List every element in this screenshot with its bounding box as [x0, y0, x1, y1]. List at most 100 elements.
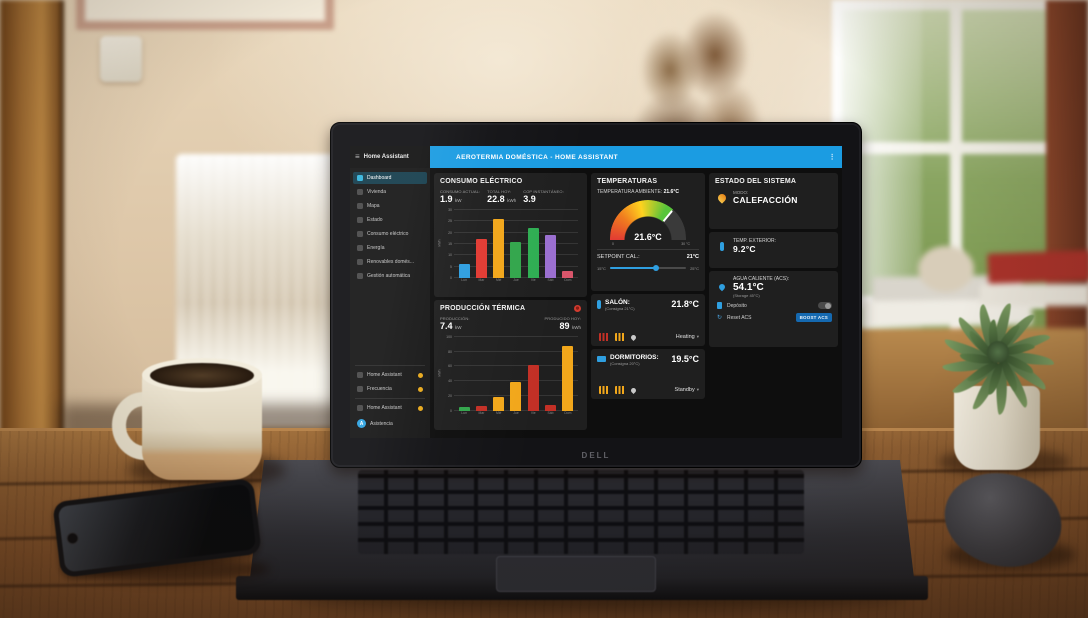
sidebar-item-consumo-el-ctrico[interactable]: Consumo eléctrico	[353, 228, 427, 240]
stat-consumo-actual: CONSUMO ACTUAL: 1.9 kW	[440, 189, 481, 204]
sidebar-item-label: Consumo eléctrico	[367, 231, 409, 237]
bar-Lun	[458, 407, 470, 411]
radiator-icon	[599, 333, 610, 341]
user-label: Asistencia	[370, 420, 393, 427]
water-drop-icon	[717, 282, 727, 292]
deposito-toggle[interactable]	[818, 302, 832, 309]
slider-fill	[609, 267, 656, 269]
sidebar-item-renovables-dom-s-[interactable]: Renovables domés...	[353, 256, 427, 268]
chart-gridline	[454, 365, 578, 367]
y-axis-title: kWh	[437, 239, 442, 247]
card-salon: SALÓN: (Consigna 21°C) 21.8°C Heating ▾	[591, 294, 705, 346]
gauge-value: 21.6°C	[634, 232, 662, 242]
alert-badge-icon	[574, 305, 581, 312]
chart-plot-area: 0 20 40 60 80 100 Lun Mar Mié Jue Vie Sáb Dom	[446, 335, 578, 415]
chart-gridline	[454, 220, 578, 222]
flame-icon	[629, 333, 638, 341]
room-setpoint: (Consigna 20°C)	[610, 361, 640, 366]
bell-icon	[357, 405, 363, 411]
flame-icon	[716, 191, 728, 204]
sidebar-user[interactable]: A Asistencia	[353, 416, 427, 431]
bar-Mié	[493, 396, 505, 411]
bar-Jue	[510, 241, 522, 278]
x-axis-tick: Lun	[461, 278, 467, 282]
slider-min-label: 15°C	[597, 265, 606, 271]
sidebar-item-icon	[357, 245, 363, 251]
bar-Vie	[527, 227, 539, 278]
sidebar-item-estado[interactable]: Estado	[353, 214, 427, 226]
laptop-trackpad	[496, 556, 656, 592]
bar-Dom	[562, 271, 574, 278]
sidebar-item-label: Dashboard	[367, 175, 392, 181]
sidebar-item-gesti-n-autom-tica[interactable]: Gestión automática	[353, 270, 427, 282]
produccion-bar-chart: 0 20 40 60 80 100 Lun Mar Mié Jue Vie Sáb Dom kWh	[438, 335, 581, 420]
radiator-icon	[599, 386, 610, 394]
toggle-knob[interactable]	[825, 302, 831, 309]
dell-logo: DELL	[581, 451, 611, 460]
x-axis-tick: Vie	[530, 411, 536, 415]
kebab-menu-icon[interactable]: ⋮	[828, 154, 836, 161]
sidebar-item-mapa[interactable]: Mapa	[353, 200, 427, 212]
card-dormitorios: DORMITORIOS: (Consigna 20°C) 19.5°C Stan…	[591, 349, 705, 399]
exterior-label: TEMP. EXTERIOR:	[733, 238, 776, 244]
gear-icon	[357, 386, 363, 392]
acs-value: 54.1°C	[733, 282, 764, 293]
x-axis-tick: Mié	[495, 278, 502, 282]
x-axis-tick: Sáb	[547, 278, 554, 282]
chart-gridline	[454, 380, 578, 382]
chart-gridline	[454, 350, 578, 352]
room-mode-dropdown[interactable]: Standby ▾	[674, 387, 699, 393]
y-axis-tick: 60	[448, 364, 452, 369]
y-axis-tick: 30	[448, 207, 452, 212]
x-axis-tick: Sáb	[547, 411, 554, 415]
sidebar-bottom-item[interactable]: Frecuencia	[353, 383, 427, 395]
boost-acs-button[interactable]: BOOST ACS	[795, 313, 832, 322]
bar-Dom	[562, 346, 574, 411]
x-axis-labels: Lun Mar Mié Jue Vie Sáb Dom	[454, 278, 578, 282]
sidebar-item-dashboard[interactable]: Dashboard	[353, 172, 427, 184]
acs-label: AGUA CALIENTE (ACS):	[733, 276, 790, 282]
consumo-bar-chart: 0 5 10 15 20 25 30 Lun Mar Mié Jue Vie Sáb Dom kWh	[437, 207, 581, 287]
card-consumo-electrico: CONSUMO ELÉCTRICO CONSUMO ACTUAL: 1.9 kW…	[434, 173, 587, 297]
notification-badge	[418, 372, 423, 378]
setpoint-slider[interactable]	[609, 264, 687, 272]
temperature-gauge: 21.6°C 0 30 °C	[610, 200, 690, 246]
slider-thumb[interactable]	[652, 265, 659, 271]
x-axis-labels: Lun Mar Mié Jue Vie Sáb Dom	[454, 411, 578, 415]
user-avatar: A	[357, 419, 366, 428]
divider	[597, 249, 699, 250]
card-produccion-termica: PRODUCCIÓN TÉRMICA PRODUCCIÓN: 7.4 kW PR…	[434, 300, 587, 430]
sidebar-bottom-item[interactable]: Home Assistant	[353, 402, 427, 414]
setpoint-value: 21°C	[686, 254, 699, 260]
sidebar-bottom-item[interactable]: Home Assistant	[353, 369, 427, 381]
room-mode-dropdown[interactable]: Heating ▾	[675, 334, 699, 340]
y-axis-tick: 20	[448, 394, 452, 399]
thermometer-icon	[720, 242, 724, 251]
room-name: DORMITORIOS:	[610, 354, 659, 361]
sidebar-divider	[355, 398, 425, 399]
chart-gridline	[454, 335, 578, 337]
y-axis-tick: 20	[448, 230, 452, 235]
gauge-min-label: 0	[612, 242, 614, 246]
sidebar-item-vivienda[interactable]: Vivienda	[353, 186, 427, 198]
sidebar-item-energ-a[interactable]: Energía	[353, 242, 427, 254]
dashboard-main: CONSUMO ELÉCTRICO CONSUMO ACTUAL: 1.9 kW…	[430, 168, 842, 438]
gauge-max-label: 30 °C	[681, 242, 690, 246]
bar-Sáb	[545, 234, 557, 278]
y-axis-tick: 25	[448, 219, 452, 224]
y-axis-tick: 40	[448, 379, 452, 384]
slider-max-label: 25°C	[690, 265, 699, 271]
x-axis-tick: Vie	[530, 278, 536, 282]
hamburger-menu-icon[interactable]: ≡	[355, 152, 360, 161]
chart-bars	[454, 337, 578, 411]
y-axis-tick: 0	[450, 276, 452, 280]
y-axis-tick: 15	[448, 241, 452, 246]
dashboard-title: AEROTERMIA DOMÉSTICA - HOME ASSISTANT	[456, 153, 619, 161]
chart-bars	[454, 210, 578, 278]
mode-value: CALEFACCIÓN	[733, 195, 798, 205]
app-title: Home Assistant	[363, 154, 409, 160]
stat-total-hoy: TOTAL HOY: 22.8 kWh	[487, 189, 517, 204]
room-name: SALÓN:	[605, 299, 630, 306]
laptop-keyboard	[358, 470, 804, 554]
